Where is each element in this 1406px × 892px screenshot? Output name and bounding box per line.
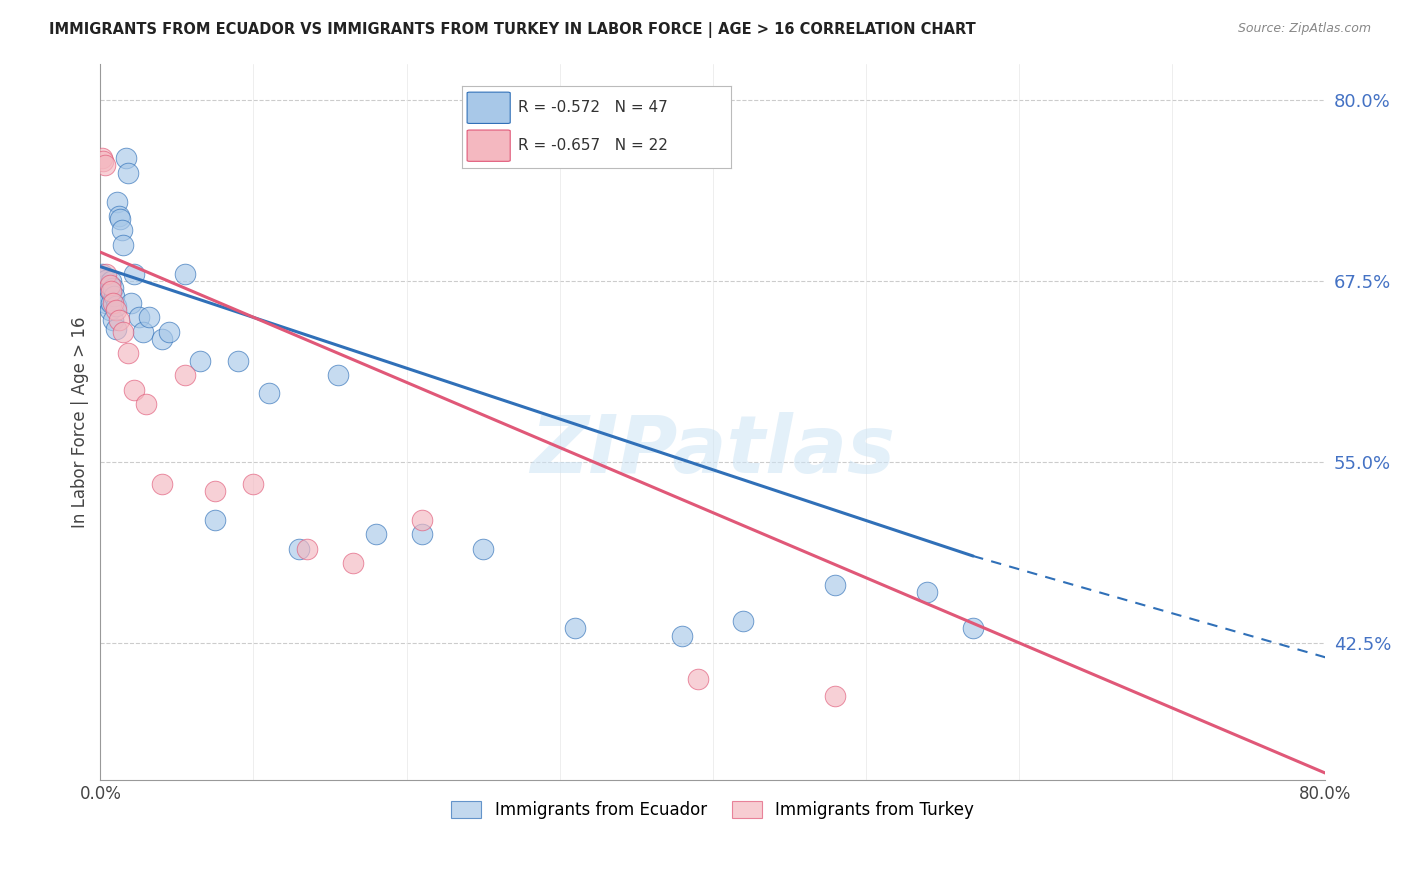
Point: [98, 284, 121, 298]
Point: [94, 278, 117, 293]
Legend: Immigrants from Ecuador, Immigrants from Turkey: Immigrants from Ecuador, Immigrants from…: [444, 794, 981, 826]
Point: [98, 303, 121, 318]
Point: [411, 513, 433, 527]
Point: [824, 578, 846, 592]
Point: [150, 332, 173, 346]
Point: [100, 274, 122, 288]
Point: [107, 313, 129, 327]
Point: [117, 165, 139, 179]
Point: [120, 295, 142, 310]
Point: [97, 281, 120, 295]
Text: ZIPatlas: ZIPatlas: [530, 412, 896, 490]
Point: [173, 368, 195, 383]
Point: [824, 690, 846, 704]
Point: [100, 284, 122, 298]
Point: [150, 476, 173, 491]
Point: [288, 541, 311, 556]
Point: [135, 397, 157, 411]
Point: [96, 295, 118, 310]
Point: [364, 527, 387, 541]
Point: [257, 385, 280, 400]
Point: [94, 284, 117, 298]
Point: [242, 476, 264, 491]
Point: [103, 288, 125, 302]
Point: [132, 325, 155, 339]
Y-axis label: In Labor Force | Age > 16: In Labor Force | Age > 16: [72, 317, 89, 528]
Point: [204, 513, 226, 527]
Point: [962, 621, 984, 635]
Point: [110, 211, 132, 226]
Point: [96, 273, 118, 287]
Point: [97, 293, 120, 307]
Point: [112, 325, 135, 339]
Point: [100, 295, 122, 310]
Point: [472, 541, 495, 556]
Point: [101, 295, 124, 310]
Point: [733, 614, 755, 628]
Text: IMMIGRANTS FROM ECUADOR VS IMMIGRANTS FROM TURKEY IN LABOR FORCE | AGE > 16 CORR: IMMIGRANTS FROM ECUADOR VS IMMIGRANTS FR…: [49, 22, 976, 38]
Point: [111, 223, 134, 237]
Point: [101, 281, 124, 295]
Point: [138, 310, 160, 325]
Point: [188, 353, 211, 368]
Point: [671, 629, 693, 643]
Point: [117, 346, 139, 360]
Text: Source: ZipAtlas.com: Source: ZipAtlas.com: [1237, 22, 1371, 36]
Point: [204, 483, 226, 498]
Point: [157, 325, 180, 339]
Point: [104, 299, 127, 313]
Point: [105, 194, 128, 209]
Point: [326, 368, 349, 383]
Point: [112, 238, 135, 252]
Point: [90, 151, 112, 165]
Point: [122, 383, 145, 397]
Point: [342, 556, 364, 570]
Point: [686, 672, 709, 686]
Point: [564, 621, 586, 635]
Point: [104, 303, 127, 318]
Point: [104, 322, 127, 336]
Point: [295, 541, 318, 556]
Point: [94, 158, 117, 172]
Point: [93, 153, 115, 168]
Point: [101, 313, 124, 327]
Point: [122, 267, 145, 281]
Point: [173, 267, 195, 281]
Point: [98, 278, 121, 293]
Point: [411, 527, 433, 541]
Point: [915, 585, 938, 599]
Point: [90, 267, 112, 281]
Point: [128, 310, 150, 325]
Point: [115, 151, 138, 165]
Point: [93, 269, 115, 284]
Point: [96, 267, 118, 281]
Point: [226, 353, 249, 368]
Point: [107, 209, 129, 223]
